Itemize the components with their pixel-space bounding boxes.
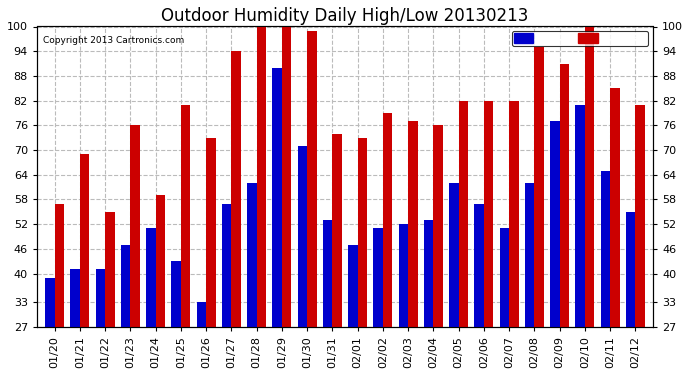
Bar: [383, 113, 393, 327]
Bar: [333, 134, 342, 327]
Bar: [80, 154, 90, 327]
Bar: [575, 105, 585, 327]
Bar: [357, 138, 367, 327]
Bar: [399, 224, 408, 327]
Bar: [348, 245, 357, 327]
Bar: [231, 51, 241, 327]
Bar: [534, 47, 544, 327]
Bar: [626, 212, 635, 327]
Bar: [610, 88, 620, 327]
Bar: [449, 183, 459, 327]
Bar: [171, 261, 181, 327]
Bar: [323, 220, 333, 327]
Bar: [247, 183, 257, 327]
Bar: [273, 68, 282, 327]
Bar: [433, 125, 443, 327]
Bar: [373, 228, 383, 327]
Bar: [550, 121, 560, 327]
Bar: [307, 31, 317, 327]
Bar: [297, 146, 307, 327]
Bar: [156, 195, 165, 327]
Title: Outdoor Humidity Daily High/Low 20130213: Outdoor Humidity Daily High/Low 20130213: [161, 7, 529, 25]
Bar: [181, 105, 190, 327]
Bar: [197, 302, 206, 327]
Bar: [509, 100, 519, 327]
Bar: [500, 228, 509, 327]
Bar: [121, 245, 130, 327]
Bar: [206, 138, 216, 327]
Bar: [600, 171, 610, 327]
Bar: [55, 204, 64, 327]
Bar: [424, 220, 433, 327]
Legend: Low  (%), High  (%): Low (%), High (%): [512, 32, 648, 45]
Bar: [560, 63, 569, 327]
Bar: [408, 121, 417, 327]
Bar: [484, 100, 493, 327]
Text: Copyright 2013 Cartronics.com: Copyright 2013 Cartronics.com: [43, 36, 184, 45]
Bar: [525, 183, 534, 327]
Bar: [45, 278, 55, 327]
Bar: [105, 212, 115, 327]
Bar: [95, 269, 105, 327]
Bar: [130, 125, 140, 327]
Bar: [146, 228, 156, 327]
Bar: [282, 27, 291, 327]
Bar: [474, 204, 484, 327]
Bar: [459, 100, 469, 327]
Bar: [635, 105, 645, 327]
Bar: [70, 269, 80, 327]
Bar: [221, 204, 231, 327]
Bar: [585, 27, 595, 327]
Bar: [257, 27, 266, 327]
